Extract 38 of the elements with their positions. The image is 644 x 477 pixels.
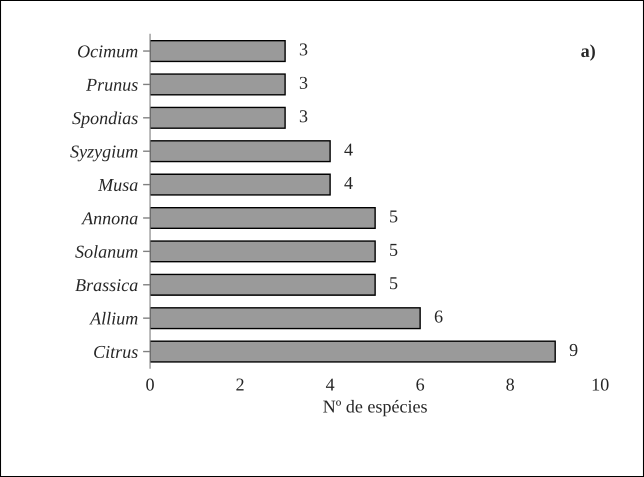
data-label: 5 — [390, 277, 398, 290]
y-tick-label: Ocimum — [78, 45, 138, 58]
y-tick-label: Prunus — [86, 78, 138, 91]
x-tick-label: 0 — [146, 378, 154, 391]
x-tick-label: 2 — [236, 378, 244, 390]
bar — [150, 174, 331, 196]
bar — [150, 73, 286, 96]
bar — [150, 106, 286, 129]
bar — [150, 40, 286, 62]
x-tick-label: 10 — [592, 378, 609, 391]
x-tick-label: 8 — [506, 378, 514, 391]
data-label: 4 — [344, 144, 353, 156]
bar — [150, 240, 376, 262]
bar — [150, 274, 376, 296]
bar — [150, 307, 421, 330]
y-tick-label: Brassica — [75, 279, 138, 292]
data-label: 5 — [390, 210, 398, 223]
annotation: a) — [581, 44, 595, 61]
bar — [150, 340, 556, 363]
data-label: 6 — [434, 310, 443, 323]
y-tick-label: Musa — [98, 179, 138, 192]
y-tick-label: Solanum — [75, 245, 138, 258]
x-tick-label: 4 — [326, 378, 334, 390]
data-label: 3 — [300, 110, 308, 122]
data-label: 4 — [344, 177, 353, 189]
bar — [150, 206, 376, 230]
data-label: 9 — [570, 344, 578, 356]
y-tick-label: Annona — [81, 212, 138, 224]
y-tick-label: Citrus — [94, 346, 138, 358]
data-label: 5 — [390, 244, 398, 256]
bar — [150, 140, 331, 162]
data-label: 3 — [300, 43, 308, 56]
x-tick-label: 6 — [416, 378, 424, 391]
y-tick-label: Syzygium — [70, 145, 138, 162]
data-label: 3 — [300, 76, 308, 89]
x-axis-title: Nº de espécies — [323, 400, 427, 416]
y-tick-label: Spondias — [72, 112, 138, 128]
y-tick-label: Allium — [89, 312, 138, 325]
